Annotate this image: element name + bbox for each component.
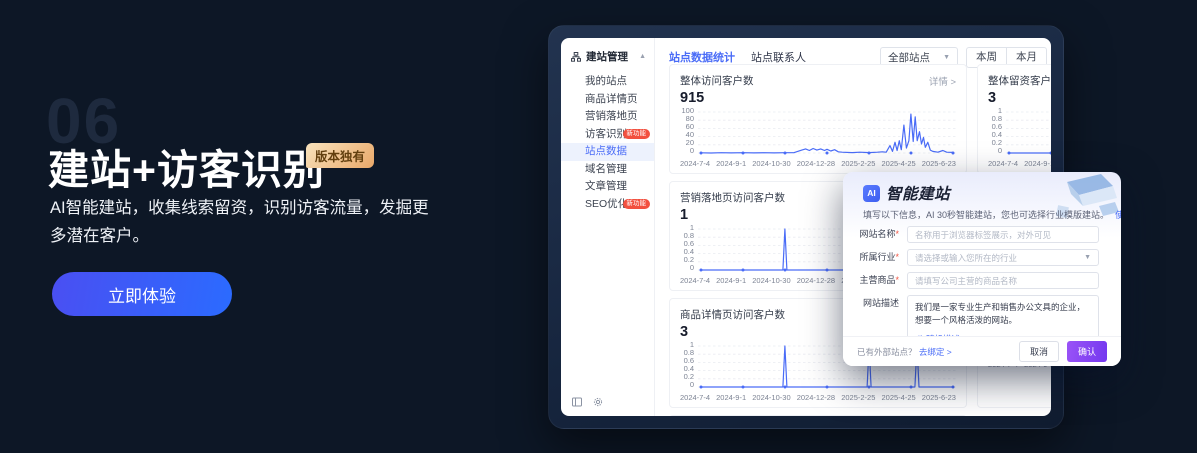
chevron-down-icon: ▼ bbox=[943, 53, 950, 61]
sitemap-icon bbox=[571, 51, 581, 62]
y-axis-ticks: 100 80 60 40 20 0 bbox=[681, 106, 694, 155]
edition-badge: 版本独有 bbox=[306, 143, 375, 168]
tab-site-data-stats[interactable]: 站点数据统计 bbox=[669, 49, 735, 65]
page-title: 建站+访客识别 bbox=[48, 147, 325, 193]
required-mark: * bbox=[895, 275, 899, 285]
chart-title: 营销落地页访问客户数 bbox=[680, 192, 785, 204]
sidebar-header-label: 建站管理 bbox=[586, 51, 628, 63]
line-chart bbox=[698, 110, 956, 156]
collapse-panel-icon[interactable] bbox=[572, 397, 582, 407]
new-feature-badge: 新功能 bbox=[622, 129, 650, 139]
tab-site-contacts[interactable]: 站点联系人 bbox=[751, 52, 806, 64]
modal-header: AI 智能建站 bbox=[863, 182, 950, 204]
chart-total: 3 bbox=[988, 90, 997, 106]
form-row-product: 主营商品* 请填写公司主营的商品名称 bbox=[855, 272, 1099, 289]
required-mark: * bbox=[895, 229, 899, 239]
chart-total: 915 bbox=[680, 90, 705, 106]
tabs-row: 站点数据统计 站点联系人 全部站点 ▼ 本周 本月 bbox=[669, 45, 1047, 69]
sidebar-item-site-data[interactable]: 站点数据 bbox=[561, 143, 654, 161]
chevron-down-icon: ▼ bbox=[1084, 254, 1091, 261]
chevron-up-icon[interactable]: ▲ bbox=[639, 53, 646, 60]
ai-builder-modal: AI 智能建站 填写以下信息，AI 30秒智能建站，您也可选择行业模版建站。使用… bbox=[843, 172, 1121, 366]
new-feature-badge: 新功能 bbox=[622, 199, 650, 209]
modal-subtitle: 填写以下信息，AI 30秒智能建站，您也可选择行业模版建站。使用模版建站 > bbox=[863, 208, 1121, 221]
confirm-button[interactable]: 确认 bbox=[1066, 341, 1107, 362]
x-axis-ticks: 2024-7-42024-9-12024-10-302024-12-282025… bbox=[988, 159, 1051, 168]
gear-icon[interactable] bbox=[593, 397, 603, 407]
chart-title: 整体访问客户数 bbox=[680, 75, 754, 87]
chart-total: 1 bbox=[680, 207, 689, 223]
required-mark: * bbox=[895, 252, 899, 262]
filters: 全部站点 ▼ 本周 本月 bbox=[880, 46, 1047, 68]
chart-card-overall-visitors: 整体访问客户数 详情 > 915 100 80 60 40 20 0 2024-7-4 202… bbox=[669, 64, 967, 174]
sidebar-item-visitor-id[interactable]: 访客识别 新功能 bbox=[561, 126, 654, 144]
chart-title: 商品详情页访问客户数 bbox=[680, 309, 785, 321]
sidebar-item-articles[interactable]: 文章管理 bbox=[585, 180, 627, 192]
chart-card-overall-leads: 整体留资客户数 3 10.80.60.40.20 2024-7-42024-9-… bbox=[977, 64, 1051, 174]
sidebar-header[interactable]: 建站管理 ▲ bbox=[561, 38, 654, 73]
section-index-watermark: 06 bbox=[46, 85, 122, 157]
form-row-site-name: 网站名称* 名称用于浏览器标签展示，对外可见 bbox=[855, 226, 1099, 243]
sidebar-item-landing-page[interactable]: 营销落地页 bbox=[585, 110, 638, 122]
form-row-industry: 所属行业* 请选择或输入您所在的行业 ▼ bbox=[855, 249, 1099, 266]
laptop-illustration bbox=[1055, 174, 1119, 219]
industry-select[interactable]: 请选择或输入您所在的行业 ▼ bbox=[907, 249, 1099, 266]
use-template-link[interactable]: 使用模版建站 > bbox=[1115, 210, 1121, 220]
sidebar-item-domain[interactable]: 域名管理 bbox=[585, 162, 627, 175]
chart-card-clipped bbox=[669, 415, 967, 416]
sidebar: 建站管理 ▲ 我的站点 商品详情页 营销落地页 访客识别 新功能 站点数据 域名管… bbox=[561, 38, 655, 416]
site-name-input[interactable]: 名称用于浏览器标签展示，对外可见 bbox=[907, 226, 1099, 243]
modal-title: 智能建站 bbox=[886, 186, 951, 203]
chart-title: 整体留资客户数 bbox=[988, 75, 1051, 87]
modal-footer: 已有外部站点？ 去绑定 > 取消 确认 bbox=[843, 336, 1121, 366]
sidebar-item-my-sites[interactable]: 我的站点 bbox=[585, 75, 627, 87]
ai-logo-icon: AI bbox=[863, 184, 880, 202]
modal-form: 网站名称* 名称用于浏览器标签展示，对外可见 所属行业* 请选择或输入您所在的行… bbox=[843, 226, 1121, 358]
product-input[interactable]: 请填写公司主营的商品名称 bbox=[907, 272, 1099, 289]
range-toggle: 本周 本月 bbox=[966, 46, 1047, 68]
detail-link[interactable]: 详情 > bbox=[928, 76, 956, 88]
hero-description: AI智能建站，收集线索留资，识别访客流量，发掘更多潜在客户。 bbox=[50, 199, 429, 246]
sidebar-footer bbox=[572, 397, 603, 407]
try-now-button[interactable]: 立即体验 bbox=[52, 272, 232, 316]
sidebar-item-product-detail[interactable]: 商品详情页 bbox=[585, 92, 638, 105]
bind-site-link[interactable]: 去绑定 > bbox=[918, 346, 952, 357]
sidebar-item-seo[interactable]: SEO优化 新功能 bbox=[561, 196, 654, 214]
line-chart bbox=[1006, 110, 1051, 156]
cancel-button[interactable]: 取消 bbox=[1018, 341, 1059, 362]
chart-total: 3 bbox=[680, 324, 689, 340]
